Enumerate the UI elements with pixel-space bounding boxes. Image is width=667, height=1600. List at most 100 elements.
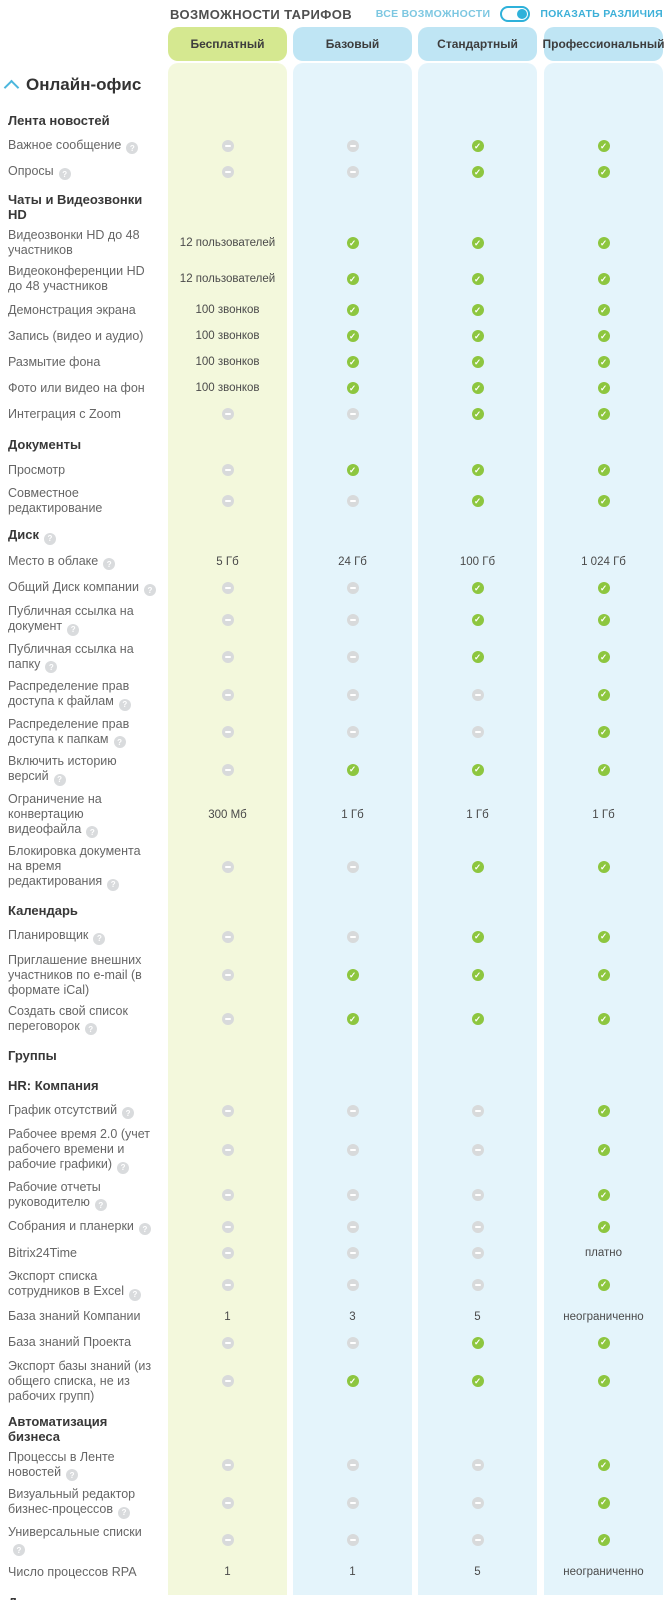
check-icon: ✓ — [597, 1459, 610, 1472]
check-icon: ✓ — [471, 382, 484, 394]
feature-row: Демонстрация экрана 100 звонков ✓ ✓ ✓ — [0, 297, 667, 323]
info-icon[interactable]: ? — [86, 826, 99, 838]
info-icon[interactable]: ? — [13, 1544, 25, 1556]
plan-cell: 300 Мб — [168, 808, 287, 822]
plan-cell: платно — [544, 1246, 663, 1260]
info-icon[interactable]: ? — [66, 1469, 79, 1481]
section-header[interactable]: Онлайн-офис — [0, 63, 667, 103]
label-text: Блокировка документа на время редактиров… — [8, 844, 141, 888]
subsection-label: Календарь — [0, 903, 168, 918]
check-icon: ✓ — [471, 495, 484, 507]
check-icon: ✓ — [597, 495, 610, 507]
subsection-label: Документы — [0, 437, 168, 452]
toggle-label-all-features[interactable]: ВСЕ ВОЗМОЖНОСТИ — [375, 8, 491, 20]
plan-cell: неограниченно — [544, 1310, 663, 1324]
feature-row: Число процессов RPA 1 1 5 неограниченно — [0, 1559, 667, 1585]
dash-icon — [471, 688, 484, 701]
check-icon: ✓ — [471, 166, 484, 178]
label-text: Bitrix24Time — [8, 1245, 77, 1260]
section-title: Онлайн-офис — [26, 75, 142, 94]
info-icon[interactable]: ? — [126, 142, 139, 155]
check-icon: ✓ — [597, 1189, 610, 1202]
info-icon[interactable]: ? — [58, 168, 71, 181]
check-icon: ✓ — [346, 330, 359, 342]
check-icon: ✓ — [597, 464, 610, 476]
chevron-up-icon[interactable] — [3, 79, 20, 95]
info-icon[interactable]: ? — [45, 661, 58, 673]
plan-cell: 1 — [293, 1565, 412, 1579]
plan-cell: ✓ — [544, 464, 663, 476]
info-icon[interactable]: ? — [138, 1223, 151, 1236]
info-icon[interactable]: ? — [128, 1288, 141, 1301]
label-text: Календарь — [8, 903, 78, 918]
cell-value: 1 — [224, 1566, 231, 1578]
check-icon: ✓ — [597, 726, 610, 739]
label-text: Лента новостей — [8, 112, 110, 128]
plan-cell: ✓ — [544, 861, 663, 874]
plan-cell: ✓ — [418, 763, 537, 776]
info-icon[interactable]: ? — [107, 878, 120, 891]
label-text: Группы — [8, 1047, 57, 1063]
feature-row: Интеграция с Zoom ✓ ✓ — [0, 401, 667, 427]
info-icon[interactable]: ? — [94, 1199, 107, 1211]
subsection-row: Диск? — [0, 519, 667, 549]
plan-cell: ✓ — [544, 726, 663, 739]
plan-cell — [168, 726, 287, 739]
cell-value: 5 Гб — [216, 556, 239, 568]
plan-cell: ✓ — [418, 140, 537, 152]
info-icon[interactable]: ? — [144, 584, 156, 597]
check-icon: ✓ — [597, 1105, 610, 1117]
feature-row: Процессы в Ленте новостей? ✓ — [0, 1447, 667, 1485]
feature-row: Bitrix24Time платно — [0, 1240, 667, 1266]
plan-cell: ✓ — [544, 1278, 663, 1291]
dash-icon — [346, 651, 359, 664]
dash-icon — [346, 1144, 359, 1157]
plan-cell: ✓ — [418, 356, 537, 368]
feature-label: Создать свой список переговорок? — [0, 1004, 168, 1035]
plan-cell: 1 024 Гб — [544, 555, 663, 569]
toggle-label-show-differences[interactable]: ПОКАЗАТЬ РАЗЛИЧИЯ — [540, 8, 663, 20]
show-differences-toggle[interactable] — [500, 6, 531, 22]
label-text: Автоматизация бизнеса — [8, 1413, 108, 1444]
dash-icon — [471, 1247, 484, 1259]
dash-icon — [221, 1189, 234, 1202]
dash-icon — [221, 763, 234, 776]
plan-cell — [168, 1336, 287, 1349]
cell-value: 3 — [349, 1310, 356, 1323]
plan-cell — [418, 1278, 537, 1291]
label-text: Диск — [8, 527, 39, 543]
info-icon[interactable]: ? — [117, 1161, 130, 1174]
info-icon[interactable]: ? — [122, 1107, 135, 1120]
plan-cell: ✓ — [418, 464, 537, 476]
plan-cell: 24 Гб — [293, 555, 412, 569]
info-icon[interactable]: ? — [103, 558, 116, 571]
info-icon[interactable]: ? — [67, 623, 80, 636]
feature-label: Процессы в Ленте новостей? — [0, 1450, 168, 1481]
dash-icon — [471, 1189, 484, 1202]
plan-cell: ✓ — [544, 1375, 663, 1387]
subsection-row: Группы — [0, 1038, 667, 1068]
check-icon: ✓ — [597, 861, 610, 874]
info-icon[interactable]: ? — [84, 1023, 97, 1035]
plan-cell — [293, 1105, 412, 1117]
dash-icon — [346, 1221, 359, 1233]
plan-cell: ✓ — [544, 1144, 663, 1157]
info-icon[interactable]: ? — [118, 1506, 131, 1519]
check-icon: ✓ — [346, 763, 359, 776]
plan-tab-label: Бесплатный — [190, 37, 265, 51]
info-icon[interactable]: ? — [44, 532, 56, 545]
dash-icon — [221, 1013, 234, 1026]
check-icon: ✓ — [597, 408, 610, 420]
check-icon: ✓ — [597, 382, 610, 394]
check-icon: ✓ — [597, 1375, 610, 1387]
feature-row: Общий Диск компании? ✓ ✓ — [0, 575, 667, 601]
cell-value: 5 — [474, 1310, 481, 1323]
info-icon[interactable]: ? — [118, 698, 131, 711]
feature-row: Опросы? ✓ ✓ — [0, 159, 667, 185]
label-text: Совместное редактирование — [8, 486, 103, 515]
info-icon[interactable]: ? — [113, 736, 126, 748]
info-icon[interactable]: ? — [93, 932, 106, 945]
feature-label: Место в облаке? — [0, 554, 168, 571]
info-icon[interactable]: ? — [53, 773, 66, 786]
label-text: Рабочее время 2.0 (учет рабочего времени… — [8, 1127, 151, 1171]
